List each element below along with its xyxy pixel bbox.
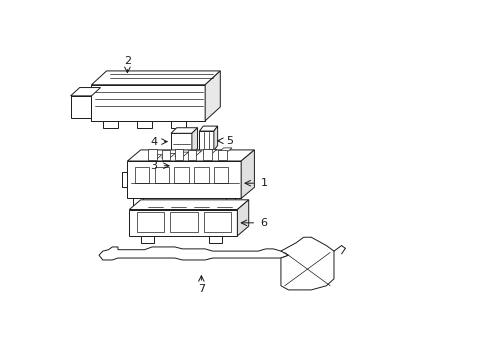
Bar xyxy=(203,149,211,159)
Bar xyxy=(135,167,149,183)
Text: 3: 3 xyxy=(150,161,157,171)
Polygon shape xyxy=(191,128,197,154)
Polygon shape xyxy=(70,87,101,96)
Polygon shape xyxy=(171,128,197,133)
Text: 1: 1 xyxy=(260,178,267,188)
Bar xyxy=(148,149,156,159)
Bar xyxy=(154,167,169,183)
Bar xyxy=(171,133,191,154)
Bar xyxy=(203,212,230,232)
Polygon shape xyxy=(141,236,154,243)
Polygon shape xyxy=(203,149,217,154)
Text: 5: 5 xyxy=(226,136,233,146)
Polygon shape xyxy=(241,150,254,198)
Polygon shape xyxy=(99,247,288,260)
Bar xyxy=(170,212,197,232)
Polygon shape xyxy=(148,155,162,159)
Bar xyxy=(194,167,208,183)
Polygon shape xyxy=(218,148,232,152)
Polygon shape xyxy=(280,237,333,290)
Polygon shape xyxy=(188,151,202,155)
Bar xyxy=(188,150,196,159)
Bar xyxy=(137,212,164,232)
Bar xyxy=(174,167,188,183)
Bar xyxy=(70,96,91,118)
Bar xyxy=(91,85,205,121)
Polygon shape xyxy=(171,121,186,128)
Polygon shape xyxy=(137,121,152,128)
Text: 4: 4 xyxy=(150,136,157,147)
Polygon shape xyxy=(102,121,118,128)
Bar xyxy=(213,167,228,183)
Polygon shape xyxy=(129,200,248,210)
Polygon shape xyxy=(175,152,188,157)
Bar xyxy=(218,150,226,159)
Bar xyxy=(161,150,169,159)
Polygon shape xyxy=(199,126,217,131)
Polygon shape xyxy=(189,156,194,172)
Polygon shape xyxy=(237,200,248,236)
Text: 6: 6 xyxy=(260,218,267,228)
Circle shape xyxy=(232,252,238,256)
Polygon shape xyxy=(161,153,175,158)
Text: 7: 7 xyxy=(197,284,204,293)
Bar xyxy=(199,131,213,150)
Polygon shape xyxy=(173,156,194,159)
Bar xyxy=(175,149,183,159)
Polygon shape xyxy=(91,71,220,85)
Bar xyxy=(127,161,241,198)
Text: 2: 2 xyxy=(123,56,131,66)
Circle shape xyxy=(109,251,118,258)
Polygon shape xyxy=(296,255,320,268)
Polygon shape xyxy=(205,71,220,121)
Polygon shape xyxy=(213,126,217,150)
Bar xyxy=(129,210,237,236)
Polygon shape xyxy=(127,150,254,161)
Bar xyxy=(173,159,189,172)
Polygon shape xyxy=(208,236,222,243)
